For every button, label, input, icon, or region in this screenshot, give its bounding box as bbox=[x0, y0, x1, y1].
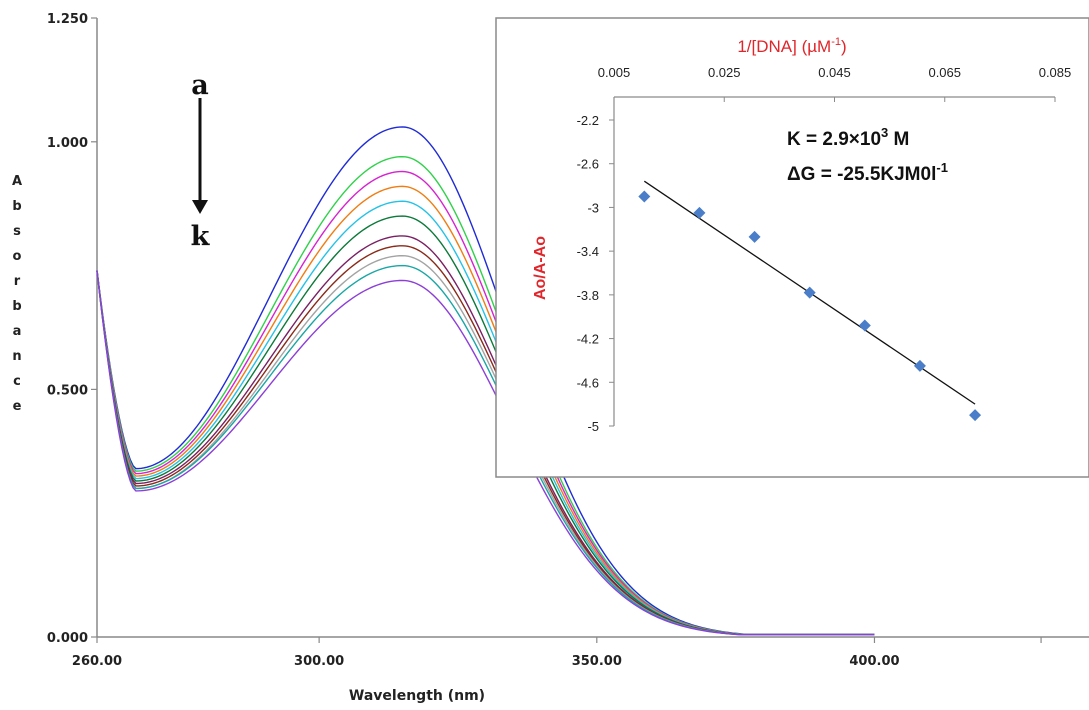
x-tick-label: 400.00 bbox=[849, 654, 899, 669]
inset-y-tick-label: -2.6 bbox=[577, 157, 599, 172]
inset-data-point-3 bbox=[748, 230, 761, 243]
y-axis-title-letter: A bbox=[12, 174, 22, 189]
main-tick-marks bbox=[91, 17, 1042, 643]
inset-y-tick-label: -2.2 bbox=[577, 113, 599, 128]
y-axis-title-letter: c bbox=[13, 374, 21, 389]
y-axis-title-letter: r bbox=[14, 274, 21, 289]
arrow-end-label: k bbox=[191, 221, 211, 252]
inset-y-axis-title: Ao/A-Ao bbox=[532, 236, 549, 300]
inset-data-points bbox=[638, 190, 982, 422]
gibbs-energy-label: ΔG = -25.5KJM0l-1 bbox=[787, 160, 948, 185]
inset-data-point-5 bbox=[858, 319, 871, 332]
x-tick-label: 350.00 bbox=[572, 654, 622, 669]
inset-x-tick-label: 0.025 bbox=[708, 65, 741, 80]
inset-data-point-4 bbox=[803, 286, 816, 299]
x-axis-title: Wavelength (nm) bbox=[349, 688, 485, 704]
y-axis-title-letter: o bbox=[13, 249, 22, 264]
inset-data-point-6 bbox=[913, 359, 926, 372]
y-tick-label: 0.000 bbox=[47, 631, 88, 646]
inset-y-tick-label: -4.2 bbox=[577, 332, 599, 347]
y-tick-label: 1.000 bbox=[47, 136, 88, 151]
inset-tick-marks bbox=[609, 97, 1056, 427]
x-tick-label: 300.00 bbox=[294, 654, 344, 669]
decrease-arrow-head bbox=[192, 200, 208, 214]
inset-x-tick-label: 0.085 bbox=[1039, 65, 1072, 80]
y-tick-label: 0.500 bbox=[47, 383, 88, 398]
inset-data-point-2 bbox=[693, 206, 706, 219]
inset-y-tick-label: -3.4 bbox=[577, 244, 599, 259]
inset-y-tick-label: -4.6 bbox=[577, 375, 599, 390]
spectrum-curve-11 bbox=[96, 270, 875, 636]
arrow-start-label: a bbox=[191, 70, 209, 101]
y-axis-title-letter: n bbox=[12, 349, 21, 364]
inset-data-point-7 bbox=[969, 409, 982, 422]
inset-x-axis-title: 1/[DNA] (µM-1) bbox=[737, 36, 846, 56]
inset-x-tick-label: 0.005 bbox=[598, 65, 631, 80]
inset-frame bbox=[495, 17, 1089, 478]
inset-x-tick-labels: 0.005 0.025 0.045 0.065 0.085 bbox=[598, 65, 1072, 80]
y-axis-title-letter: s bbox=[13, 224, 21, 239]
inset-chart: 1/[DNA] (µM-1) 0.005 0.025 0.045 0.065 0.085… bbox=[495, 17, 1089, 478]
inset-y-tick-label: -3 bbox=[587, 200, 599, 215]
y-axis-title-letter: b bbox=[12, 299, 21, 314]
spectra-series bbox=[96, 126, 875, 636]
x-tick-labels: 260.00 300.00 350.00 400.00 bbox=[72, 654, 900, 669]
y-axis-title-letter: b bbox=[12, 199, 21, 214]
y-tick-label: 1.250 bbox=[47, 12, 88, 27]
binding-constant-label: K = 2.9×103 M bbox=[787, 125, 909, 150]
inset-y-tick-labels: -2.2 -2.6 -3 -3.4 -3.8 -4.2 -4.6 -5 bbox=[577, 113, 599, 434]
y-tick-labels: 0.000 0.500 1.000 1.250 bbox=[47, 12, 88, 646]
inset-x-tick-label: 0.045 bbox=[818, 65, 851, 80]
inset-x-tick-label: 0.065 bbox=[928, 65, 961, 80]
inset-y-tick-label: -5 bbox=[587, 419, 599, 434]
y-axis-title-letter: a bbox=[13, 324, 22, 339]
inset-y-tick-label: -3.8 bbox=[577, 288, 599, 303]
y-axis-title-letter: e bbox=[13, 399, 22, 414]
inset-data-point-1 bbox=[638, 190, 651, 203]
x-tick-label: 260.00 bbox=[72, 654, 122, 669]
